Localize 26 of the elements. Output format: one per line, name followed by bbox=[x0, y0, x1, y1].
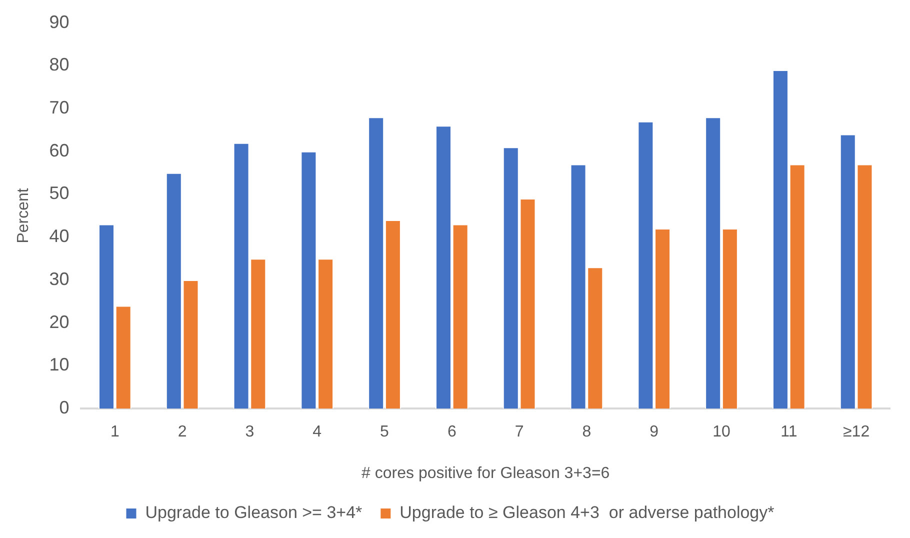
legend-label: Upgrade to ≥ Gleason 4+3 or adverse pathology* bbox=[400, 503, 775, 522]
x-tick-label: 5 bbox=[380, 424, 390, 441]
y-tick-label: 90 bbox=[49, 12, 70, 32]
x-tick-label: 10 bbox=[712, 424, 731, 441]
y-tick-label: 70 bbox=[49, 98, 70, 118]
y-tick-label: 20 bbox=[49, 312, 70, 332]
x-tick-label: 9 bbox=[650, 424, 659, 441]
y-axis-title: Percent bbox=[15, 188, 32, 244]
x-tick-label: 3 bbox=[245, 424, 254, 441]
x-tick-label: 7 bbox=[514, 424, 524, 441]
x-tick-label: 2 bbox=[178, 424, 187, 441]
y-tick-label: 50 bbox=[49, 183, 70, 204]
x-tick-label: 1 bbox=[110, 424, 120, 441]
x-tick-label: 6 bbox=[447, 424, 456, 441]
y-tick-label: 60 bbox=[49, 140, 70, 160]
x-axis-title: # cores positive for Gleason 3+3=6 bbox=[362, 464, 610, 482]
x-tick-label: 11 bbox=[780, 424, 798, 441]
y-tick-label: 10 bbox=[49, 354, 70, 375]
x-tick-label: 4 bbox=[312, 424, 322, 441]
y-tick-label: 80 bbox=[49, 54, 70, 75]
y-tick-label: 0 bbox=[59, 398, 70, 418]
legend-label: Upgrade to Gleason >= 3+4* bbox=[145, 503, 363, 522]
x-tick-label: ≥12 bbox=[843, 424, 870, 441]
y-tick-label: 40 bbox=[49, 226, 70, 246]
x-tick-label: 8 bbox=[582, 424, 592, 441]
y-tick-label: 30 bbox=[49, 268, 70, 289]
